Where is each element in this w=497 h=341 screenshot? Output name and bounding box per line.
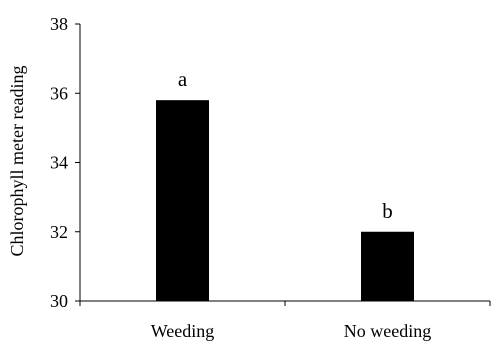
y-tick-label: 32 — [50, 222, 68, 242]
bars — [79, 100, 491, 306]
y-tick-label: 34 — [50, 153, 68, 173]
x-category-label: No weeding — [344, 321, 431, 341]
bar-no-weeding — [361, 231, 414, 301]
y-tick-label: 38 — [50, 14, 68, 34]
y-axis-label: Chlorophyll meter reading — [7, 66, 27, 257]
x-category-label: Weeding — [151, 321, 215, 341]
y-tick-label: 36 — [50, 83, 68, 103]
y-axis-ticks: 30 32 34 36 38 — [50, 14, 80, 311]
bar-weeding — [156, 100, 209, 301]
y-tick-label: 30 — [50, 291, 68, 311]
axes — [79, 24, 490, 302]
bar-significance-label: a — [178, 67, 188, 91]
labels: a Weeding b No weeding — [151, 67, 432, 341]
bar-significance-label: b — [382, 199, 393, 223]
